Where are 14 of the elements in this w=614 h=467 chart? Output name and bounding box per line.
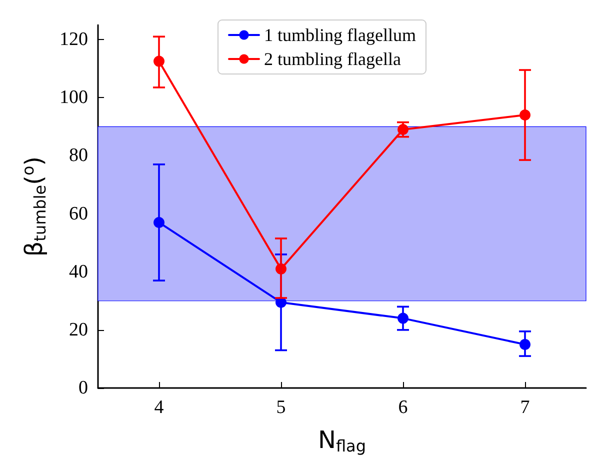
y-axis-title: βtumble(o) xyxy=(18,156,50,257)
y-tick-label: 0 xyxy=(78,378,88,398)
y-tick-label: 120 xyxy=(60,29,88,50)
y-tick-label: 80 xyxy=(69,145,88,166)
y-tick-label: 40 xyxy=(69,261,88,282)
x-tick-label: 7 xyxy=(520,397,530,418)
y-tick-label: 100 xyxy=(60,87,88,108)
legend-label: 1 tumbling flagellum xyxy=(264,25,416,45)
x-tick-label: 6 xyxy=(398,397,408,418)
x-tick-label: 5 xyxy=(276,397,286,418)
legend-label: 2 tumbling flagella xyxy=(264,49,401,69)
y-tick-label: 60 xyxy=(69,203,88,224)
y-tick-label: 20 xyxy=(69,319,88,340)
x-tick-label: 4 xyxy=(154,397,164,418)
